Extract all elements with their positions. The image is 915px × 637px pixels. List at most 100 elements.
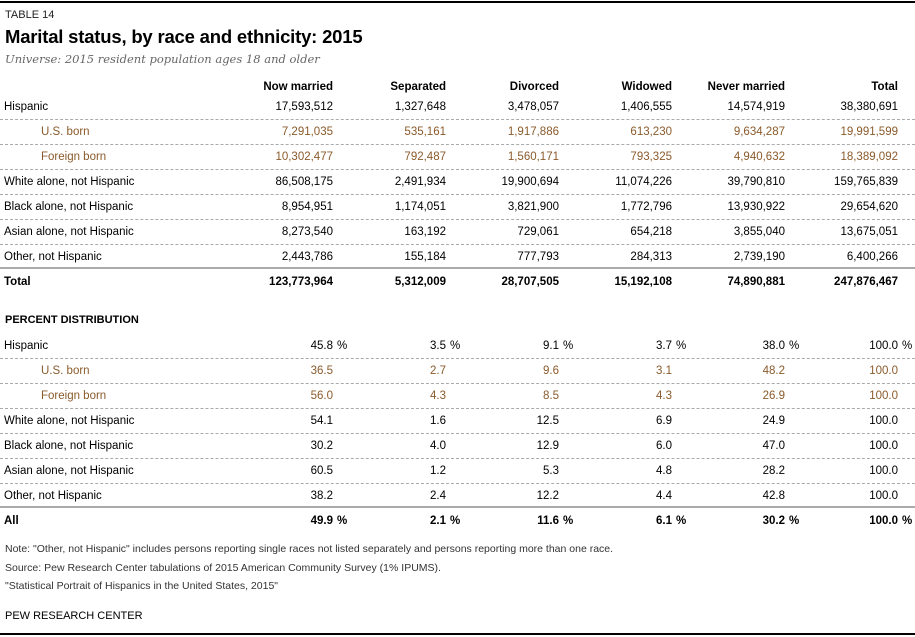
value-cell: 163,192 [404, 225, 446, 238]
value-cell: 60.5 [220, 465, 333, 477]
value-cell: 6.9 [559, 415, 672, 427]
value-cell: 9,634,287 [733, 125, 785, 138]
value-cell: 4,940,632 [733, 150, 785, 163]
value-cell: 613,230 [630, 125, 672, 138]
value: 6.0 [656, 439, 672, 452]
column-header: Divorced [509, 80, 559, 93]
value-cell: 14,574,919 [727, 100, 785, 113]
value-cell: 4.3 [559, 390, 672, 402]
value: 4.4 [656, 489, 672, 502]
value-cell: 247,876,467 [834, 275, 898, 288]
percent-sign: % [789, 514, 800, 527]
value: 5.3 [543, 464, 559, 477]
column-header: Total [871, 80, 898, 93]
value-cell: 100.0 [785, 415, 898, 427]
value-cell: 12.5 [446, 415, 559, 427]
value-cell: 11,074,226 [615, 175, 672, 188]
value: 1.6 [430, 414, 446, 427]
value-cell: 11.6% [446, 514, 574, 527]
row-label: All [4, 514, 19, 527]
value-cell: 4.8 [559, 465, 672, 477]
value-cell: 26.9 [672, 390, 785, 402]
value-cell: 2,739,190 [733, 250, 785, 263]
report-title-text: "Statistical Portrait of Hispanics in th… [5, 580, 279, 592]
subtitle: Universe: 2015 resident population ages … [5, 52, 320, 66]
value-cell: 3,821,900 [507, 200, 559, 213]
value-cell: 8,273,540 [281, 225, 333, 238]
value-cell: 42.8 [672, 490, 785, 502]
value-cell: 100.0 [785, 465, 898, 477]
value-cell: 4.4 [559, 490, 672, 502]
value-cell: 48.2 [672, 365, 785, 377]
row-label: Other, not Hispanic [4, 250, 102, 263]
table-row: Foreign born 56.0 4.3 8.5 4.3 26.9 100.0 [0, 383, 915, 409]
percent-sign: % [450, 339, 461, 352]
value-cell: 100.0% [785, 514, 913, 527]
table-label: TABLE 14 [5, 9, 55, 21]
row-label: Hispanic [4, 339, 49, 352]
value: 9.1% [543, 339, 574, 352]
value: 38.2 [310, 489, 333, 502]
total-row: Total 123,773,964 5,312,009 28,707,505 15,19… [0, 267, 915, 294]
percent-sign: % [902, 514, 913, 527]
value-cell: 56.0 [220, 390, 333, 402]
value-cell: 8,954,951 [281, 200, 333, 213]
value-cell: 30.2% [672, 515, 800, 527]
column-header: Widowed [621, 80, 672, 93]
value-cell: 13,675,051 [840, 225, 898, 238]
value-cell: 2.1% [333, 515, 460, 527]
row-label: White alone, not Hispanic [4, 414, 135, 427]
row-label: Black alone, not Hispanic [4, 200, 134, 213]
value: 100.0 [869, 414, 898, 427]
table-row: Asian alone, not Hispanic 60.5 1.2 5.3 4.8 28… [0, 458, 915, 484]
value-cell: 9.6 [446, 365, 559, 377]
value-cell: 100.0% [785, 339, 913, 352]
value: 12.2 [536, 489, 559, 502]
value: 24.9 [762, 414, 785, 427]
value-cell: 2.7 [333, 365, 446, 377]
table-row: Black alone, not Hispanic 30.2 4.0 12.9 6.0 4… [0, 433, 915, 459]
column-header: Never married [707, 80, 785, 93]
value: 100.0 [869, 464, 898, 477]
value: 8.5 [543, 389, 559, 402]
value: 36.5 [310, 364, 333, 377]
row-label: Hispanic [4, 100, 49, 113]
value-cell: 3.7% [559, 340, 686, 352]
percent-section-title: PERCENT DISTRIBUTION [5, 314, 139, 326]
value-cell: 18,389,092 [840, 150, 898, 163]
note-text: Note: "Other, not Hispanic" includes per… [5, 543, 614, 555]
value-cell: 6.1% [559, 515, 686, 527]
percent-sign: % [563, 514, 574, 527]
value: 60.5 [310, 464, 333, 477]
percent-sign: % [789, 339, 800, 352]
value: 11.6% [537, 514, 574, 527]
value: 100.0% [869, 339, 913, 352]
value-cell: 4.0 [333, 440, 446, 452]
value-cell: 3,478,057 [507, 100, 559, 113]
value-cell: 39,790,810 [727, 175, 785, 188]
row-label: Black alone, not Hispanic [4, 439, 134, 452]
value: 100.0 [869, 439, 898, 452]
value-cell: 284,313 [630, 250, 672, 263]
table-row: Other, not Hispanic 2,443,786 155,184 777,7… [0, 244, 915, 269]
value-cell: 6.0 [559, 440, 672, 452]
value-cell: 1,327,648 [394, 100, 446, 113]
row-label: U.S. born [41, 364, 90, 377]
value: 30.2 [310, 439, 333, 452]
value-cell: 10,302,477 [275, 150, 333, 163]
value-cell: 12.2 [446, 490, 559, 502]
value-cell: 5,312,009 [394, 275, 446, 288]
percent-sign: % [450, 514, 461, 527]
value: 12.5 [536, 414, 559, 427]
value-cell: 1,174,051 [394, 200, 446, 213]
value-cell: 729,061 [517, 225, 559, 238]
value: 100.0% [869, 514, 913, 527]
page-title: Marital status, by race and ethnicity: 2… [5, 26, 363, 47]
value-cell: 17,593,512 [275, 100, 333, 113]
value-cell: 38,380,691 [840, 100, 898, 113]
value-cell: 24.9 [672, 415, 785, 427]
value-cell: 792,487 [404, 150, 446, 163]
row-label: Other, not Hispanic [4, 489, 102, 502]
table-row: Black alone, not Hispanic 8,954,951 1,174,… [0, 194, 915, 220]
value: 42.8 [762, 489, 785, 502]
